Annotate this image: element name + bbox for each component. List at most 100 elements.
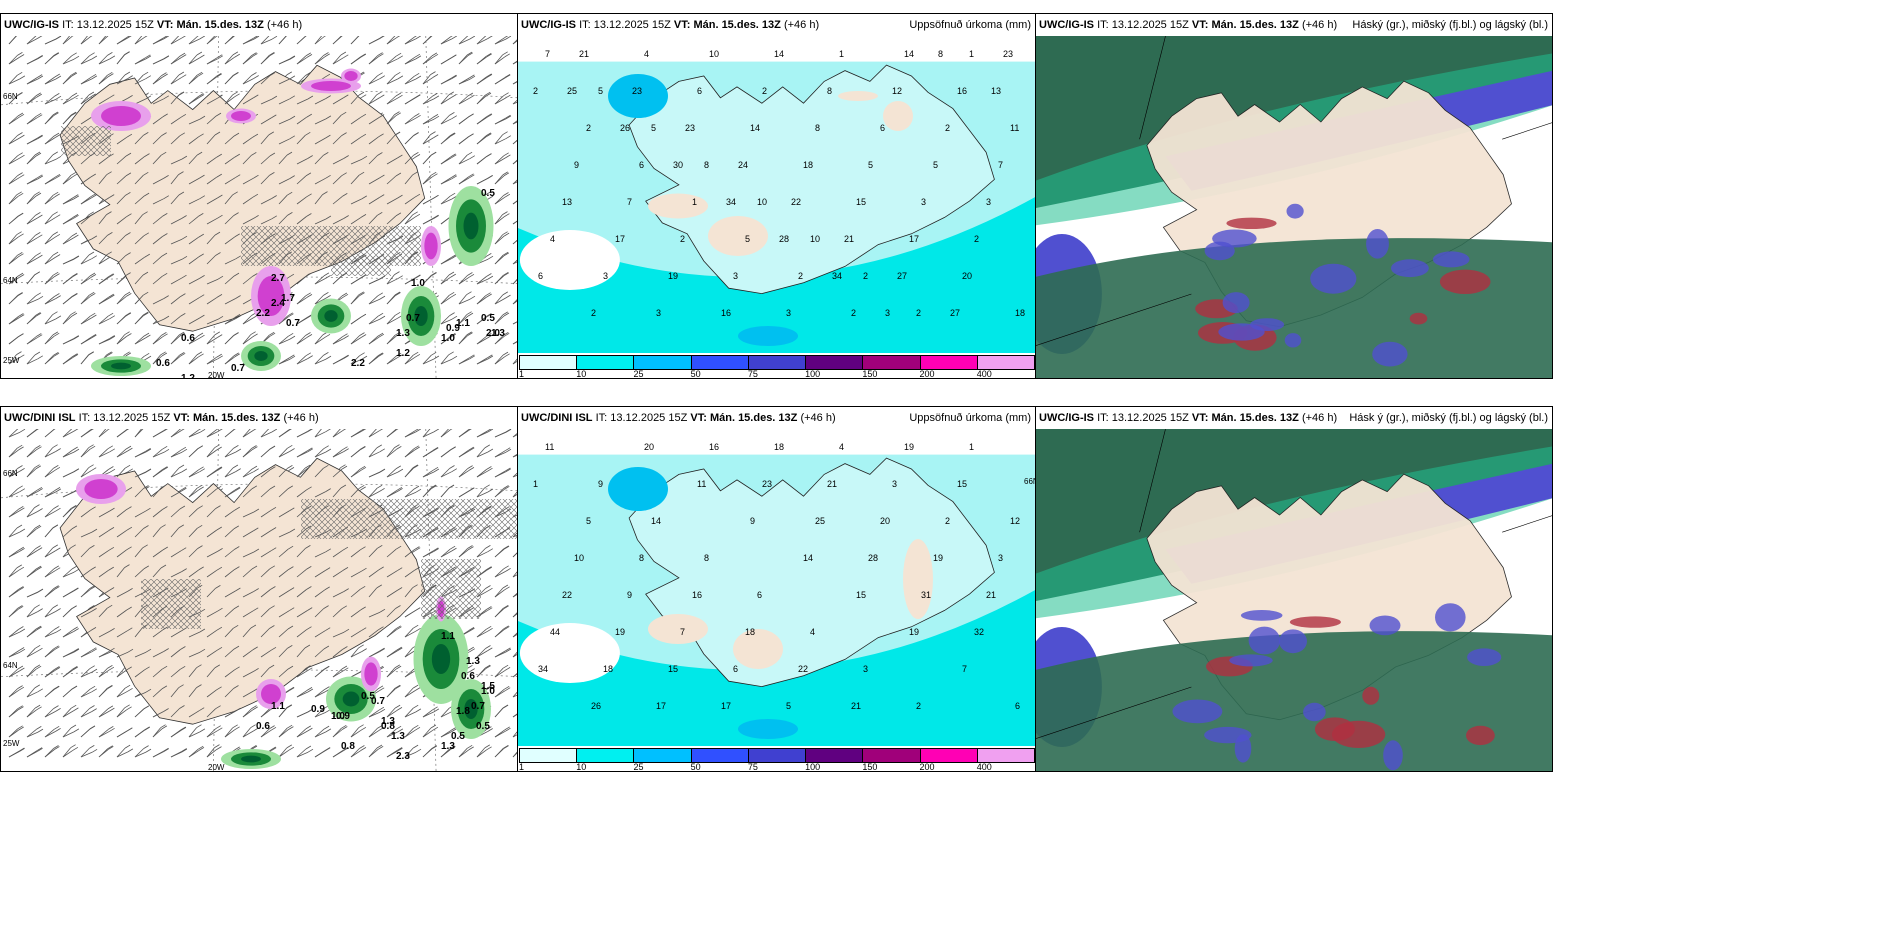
precip-value: 8 [938,49,943,59]
precip-value: 13 [562,197,572,207]
precip-value: 2 [916,701,921,711]
precip-value: 11 [697,479,706,489]
convective-cell [1303,702,1326,722]
snow-depth-value: 1.0 [481,686,495,697]
precip-value: 6 [639,160,644,170]
colorbar-swatch [747,355,807,370]
precip-value: 7 [627,197,632,207]
precip-value: 10 [574,553,584,563]
snow-depth-value: 0.6 [156,358,170,369]
lon-label-20w: 20W [208,371,225,379]
convective-cell [1286,203,1304,219]
precip-value: 6 [880,123,885,133]
precip-value: 2 [974,234,979,244]
precip-value: 23 [685,123,695,133]
snow-depth-value: 0.6 [256,721,270,732]
colorbar-tick: 10 [576,762,587,772]
snow-depth-value: 2.3 [396,751,410,762]
precip-value: 15 [668,664,678,674]
lon-label-25w: 25W [3,356,20,365]
precip-value: 21 [986,590,996,600]
snow-depth-value: 1.5 [481,681,495,692]
mixed-precip-hatch [141,579,201,629]
precip-value: 18 [603,664,613,674]
panel-header: UWC/DINI ISL IT: 13.12.2025 15Z VT: Mán.… [1,407,517,429]
precip-value: 18 [803,160,813,170]
value-labels: 7558101022122615221416119723311227131719… [533,49,1025,318]
snow-depth-value: 1.0 [411,278,425,289]
convective-cell [1289,616,1341,628]
colorbar-swatch [862,355,921,370]
panel-header: UWC/IG-IS IT: 13.12.2025 15Z VT: Mán. 15… [1036,14,1552,36]
dry-area [708,216,768,256]
precip-value: 2 [533,86,538,96]
snow-wind-map: 1.1 0.90.90.61.00.70.51.31.32.30.8 1.30.51… [1,429,517,771]
snow-depth-value: 2.2 [351,358,365,369]
snow-depth-value: 1.1 [441,631,455,642]
snow-depth-value: 0.9 [311,704,325,715]
precip-value: 28 [868,553,878,563]
precip-value: 26 [620,123,630,133]
precip-value: 5 [598,86,603,96]
snow-patches [76,474,446,709]
snow-depth-value: 0.5 [361,691,375,702]
convective-cell [1366,229,1389,259]
precip-value: 5 [868,160,873,170]
map-panel-ig-is-cloud: UWC/IG-IS IT: 13.12.2025 15Z VT: Mán. 15… [1035,13,1553,379]
precip-value: 3 [656,308,661,318]
snow-depth-value: 0.7 [286,318,300,329]
precip-value: 5 [786,701,791,711]
colorbar-tick: 400 [976,369,992,379]
snow-depth-value: 0.6 [461,671,475,682]
precip-value: 4 [644,49,649,59]
precip-value: 3 [986,197,991,207]
colorbar-swatch [576,355,635,370]
precip-value: 10 [757,197,767,207]
colorbar-swatch [633,748,692,763]
iceland-land [59,64,426,332]
convective-cell [1240,610,1283,621]
lat-label-66n: 66N [1024,477,1035,486]
colorbar-swatch [747,748,807,763]
mixed-precip-hatch [61,126,111,156]
precip-value: 10 [709,49,719,59]
panel-header: UWC/IG-IS IT: 13.12.2025 15Z VT: Mán. 15… [1,14,517,36]
precip-value: 23 [632,86,642,96]
precip-value: 14 [651,516,661,526]
precip-value: 2 [945,516,950,526]
precip-value: 15 [856,197,866,207]
snow-depth-value: 0.7 [371,696,385,707]
snow-depth-value: 1.3 [466,656,480,667]
lat-label-64n: 64N [3,276,18,285]
precip-value: 22 [798,664,808,674]
precip-value: 14 [774,49,784,59]
convective-cell [1172,699,1223,724]
colorbar-tick: 200 [919,369,935,379]
convective-cell [1439,269,1491,294]
precip-value: 22 [791,197,801,207]
precip-value: 24 [738,160,748,170]
precip-value: 9 [627,590,632,600]
snow-depth-value: 0.5 [476,721,490,732]
snow-depth-value: 0.7 [231,363,245,374]
snow-depth-value: 0.7 [406,313,420,324]
precip-value: 19 [909,627,919,637]
precip-value: 15 [957,479,967,489]
cloud-map [1036,36,1552,378]
panel-field-title: Hásk ý (gr.), miðský (fj.bl.) og lágský … [1349,412,1548,424]
dry-area [883,101,913,131]
snow-depth-value: 2.0 [486,328,500,339]
map-panel-ig-is-precip: UWC/IG-IS IT: 13.12.2025 15Z VT: Mán. 15… [517,13,1036,379]
rain-patches [91,186,494,376]
dry-area [903,539,933,619]
precip-value: 21 [844,234,854,244]
convective-cell [1314,717,1355,741]
snow-depth-value: 0.6 [181,333,195,344]
precip-value: 6 [757,590,762,600]
colorbar-tick: 75 [747,762,758,772]
convective-cell [1204,241,1235,261]
precip-value: 14 [904,49,914,59]
map-panel-dini-cloud: UWC/IG-IS IT: 13.12.2025 15Z VT: Mán. 15… [1035,406,1553,772]
precip-value: 9 [574,160,579,170]
precip-value: 11 [1010,123,1019,133]
